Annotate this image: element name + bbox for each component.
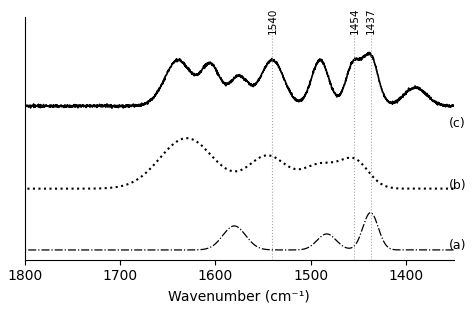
Text: 1437: 1437 [365,7,375,34]
Text: 1454: 1454 [349,7,359,34]
X-axis label: Wavenumber (cm⁻¹): Wavenumber (cm⁻¹) [168,289,310,303]
Text: (c): (c) [449,117,465,131]
Text: (b): (b) [449,179,466,192]
Text: (a): (a) [449,239,466,252]
Text: 1540: 1540 [267,7,277,34]
